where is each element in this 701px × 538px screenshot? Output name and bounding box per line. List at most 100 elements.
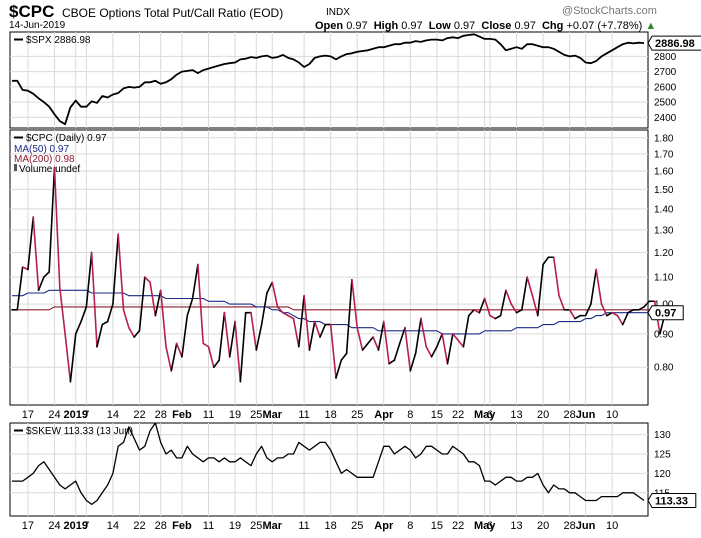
cpc-x-tick-label: 15 (431, 409, 443, 421)
skew-x-tick-label: 22 (133, 520, 145, 532)
cpc-y-tick-label: 1.60 (654, 167, 674, 178)
cpc-line-segment (478, 297, 486, 314)
cpc-x-tick-label: 8 (407, 409, 413, 421)
cpc-line-segment (239, 311, 247, 383)
cpc-line-segment (266, 281, 274, 294)
cpc-x-tick-label: 19 (229, 409, 241, 421)
exchange-label: INDX (326, 7, 350, 18)
cpc-legend: $CPC (Daily) 0.97 (26, 133, 107, 144)
cpc-line-segment (159, 289, 167, 348)
cpc-x-tick-label: Jun (576, 409, 596, 421)
cpc-line-segment (319, 323, 327, 338)
skew-x-tick-label: Feb (172, 520, 192, 532)
cpc-line-segment (74, 320, 82, 335)
cpc-line-segment (287, 314, 295, 320)
cpc-line-segment (436, 333, 443, 348)
spx-last-value-label: 2886.98 (655, 38, 695, 50)
open-value: 0.97 (346, 20, 368, 32)
cpc-line-segment (388, 359, 396, 365)
cpc-x-tick-label: 11 (298, 409, 309, 421)
cpc-line-segment (367, 336, 374, 345)
cpc-line-segment (276, 306, 284, 314)
chg-value: +0.07 (+7.78%) (566, 20, 643, 32)
cpc-line-segment (234, 320, 242, 383)
spx-y-tick-label: 2700 (654, 67, 677, 78)
skew-panel-frame (9, 422, 649, 517)
skew-x-tick-label: 6 (487, 520, 493, 532)
cpc-x-tick-label: 18 (325, 409, 337, 421)
cpc-y-tick-label: 0.80 (654, 363, 674, 374)
cpc-line-segment (207, 345, 215, 369)
cpc-line-segment (197, 263, 204, 345)
cpc-line-segment (409, 352, 417, 372)
low-value: 0.97 (453, 20, 476, 32)
skew-x-tick-label: 7 (83, 520, 89, 532)
cpc-line-segment (345, 278, 353, 355)
skew-x-tick-label: Mar (262, 520, 282, 532)
chg-label: Chg (541, 20, 564, 32)
cpc-line-segment (27, 216, 35, 271)
cpc-x-tick-label: 24 (48, 409, 60, 421)
cpc-line-segment (69, 333, 77, 383)
cpc-line-segment (372, 336, 380, 351)
cpc-x-tick-label: May (474, 409, 496, 421)
cpc-line-segment (568, 308, 576, 320)
cpc-line-segment (170, 342, 178, 372)
cpc-line-segment (90, 251, 98, 348)
cpc-y-tick-label: 1.20 (654, 248, 674, 259)
cpc-line-segment (112, 233, 120, 305)
cpc-line-segment (335, 359, 343, 379)
spx-line (12, 33, 645, 126)
cpc-y-tick-label: 1.70 (654, 149, 674, 160)
cpc-line-segment (377, 320, 385, 351)
cpc-line-segment (165, 345, 173, 372)
ma50-legend: MA(50) 0.97 (14, 144, 69, 155)
cpc-last-value-tag (647, 305, 684, 321)
cpc-line-segment (462, 314, 470, 348)
cpc-line-segment (510, 303, 518, 314)
cpc-x-tick-label: 20 (537, 409, 549, 421)
cpc-line-segment (228, 320, 236, 358)
spx-last-value-tag (647, 35, 701, 51)
cpc-line-segment (552, 256, 560, 297)
cpc-line-segment (452, 333, 459, 342)
cpc-y-tick-label: 1.80 (654, 133, 674, 144)
cpc-ma200-line (12, 306, 666, 311)
cpc-line-segment (621, 311, 629, 326)
cpc-line-segment (494, 314, 502, 320)
spx-legend: $SPX 2886.98 (26, 35, 91, 46)
cpc-line-segment (590, 268, 598, 305)
cpc-line-segment (175, 342, 183, 358)
cpc-line-segment (356, 326, 364, 351)
cpc-line-segment (96, 323, 104, 348)
cpc-line-segment (58, 286, 66, 335)
skew-x-tick-label: 28 (155, 520, 167, 532)
skew-y-tick-label: 120 (654, 469, 671, 480)
chart-date: 14-Jun-2019 (9, 20, 66, 31)
cpc-line-segment (595, 268, 603, 305)
cpc-line-segment (80, 306, 88, 323)
cpc-line-segment (505, 289, 513, 305)
spx-panel-frame (9, 31, 649, 129)
cpc-line-segment (584, 303, 592, 317)
skew-last-value-label: 113.33 (655, 496, 688, 508)
cpc-y-tick-label: 0.90 (654, 329, 674, 340)
cpc-last-value-label: 0.97 (655, 308, 676, 320)
cpc-x-tick-label: 10 (606, 409, 618, 421)
cpc-line-segment (446, 333, 454, 365)
cpc-line-segment (329, 323, 337, 379)
cpc-line-segment (138, 276, 146, 332)
cpc-line-segment (637, 306, 645, 311)
skew-x-tick-label: 20 (537, 520, 549, 532)
cpc-line-segment (404, 326, 412, 372)
skew-x-tick-label: 2019 (63, 520, 87, 532)
open-label: Open (315, 20, 344, 32)
cpc-line-segment (48, 166, 56, 273)
skew-y-tick-label: 130 (654, 430, 671, 441)
cpc-line-segment (382, 320, 390, 365)
cpc-line-segment (85, 251, 93, 308)
cpc-line-segment (351, 278, 359, 329)
spx-y-tick-label: 2500 (654, 98, 677, 109)
cpc-x-tick-label: Mar (262, 409, 282, 421)
skew-x-tick-label: 11 (203, 520, 214, 532)
